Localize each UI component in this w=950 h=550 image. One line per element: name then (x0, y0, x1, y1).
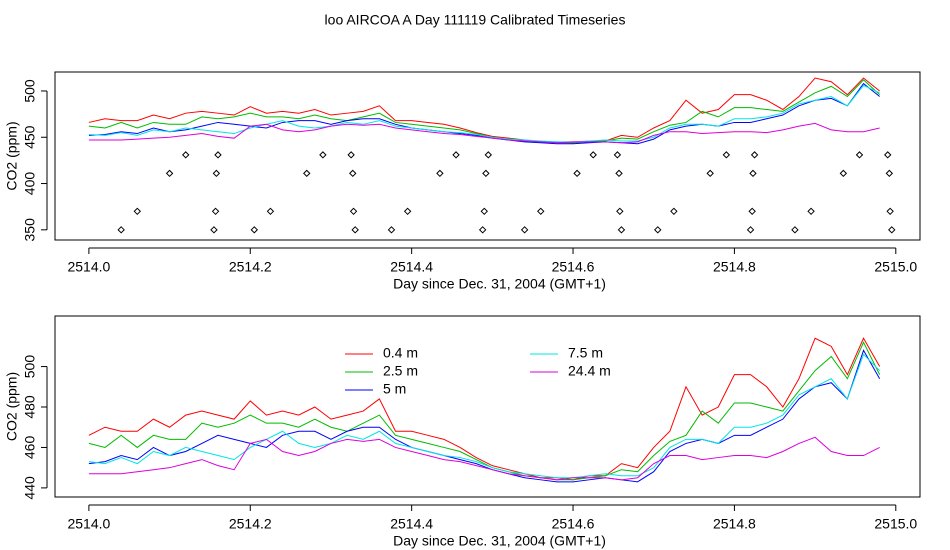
point-marker (884, 151, 892, 159)
point-marker (537, 207, 545, 216)
point-marker (654, 226, 662, 234)
x-tick-label: 2514.4 (390, 259, 433, 275)
x-tick-label: 2514.2 (229, 259, 272, 275)
point-marker (250, 226, 259, 234)
series-line (88, 337, 881, 481)
series-line (88, 349, 881, 483)
point-marker (616, 207, 624, 216)
point-marker (670, 207, 678, 216)
series-line (88, 436, 880, 481)
x-axis-label: Day since Dec. 31, 2004 (GMT+1) (393, 276, 606, 292)
point-marker (452, 151, 460, 159)
point-marker (212, 169, 221, 178)
point-marker (746, 226, 755, 234)
point-marker (351, 226, 359, 234)
point-marker (617, 226, 626, 234)
x-tick-label: 2514.2 (229, 516, 272, 532)
y-tick-label: 500 (22, 79, 38, 103)
point-marker (214, 151, 222, 159)
point-marker (888, 226, 896, 234)
x-tick-label: 2514.0 (67, 516, 110, 532)
y-tick-label: 500 (22, 355, 38, 379)
point-marker (839, 169, 848, 178)
point-marker (791, 226, 799, 234)
point-marker (885, 169, 894, 178)
point-marker (520, 226, 529, 234)
point-marker (750, 151, 759, 159)
x-tick-label: 2514.6 (552, 259, 595, 275)
legend-label: 0.4 m (383, 345, 418, 361)
point-marker (615, 169, 623, 178)
point-marker (613, 151, 622, 159)
point-marker (573, 169, 581, 178)
point-marker (589, 151, 597, 159)
x-tick-label: 2514.8 (713, 516, 756, 532)
x-tick-label: 2514.6 (552, 516, 595, 532)
point-marker (165, 169, 174, 178)
x-tick-label: 2514.4 (390, 516, 433, 532)
x-axis-label: Day since Dec. 31, 2004 (GMT+1) (393, 533, 606, 549)
point-marker (748, 207, 756, 216)
x-tick-label: 2514.0 (67, 259, 110, 275)
point-marker (722, 151, 731, 159)
legend-label: 24.4 m (568, 363, 611, 379)
point-marker (749, 169, 757, 178)
point-marker (347, 151, 355, 159)
point-marker (117, 226, 125, 234)
y-tick-label: 440 (22, 476, 38, 500)
point-marker (133, 207, 142, 216)
plot-box (54, 315, 921, 498)
series-line (88, 341, 881, 481)
point-marker (211, 207, 220, 216)
x-tick-label: 2514.8 (713, 259, 756, 275)
point-marker (480, 207, 488, 216)
legend-label: 2.5 m (383, 363, 418, 379)
point-marker (387, 226, 396, 234)
y-tick-label: 460 (22, 436, 38, 460)
series-line (88, 84, 880, 143)
x-tick-label: 2515.0 (874, 516, 917, 532)
chart-title: loo AIRCOA A Day 111119 Calibrated Times… (325, 12, 626, 28)
point-marker (210, 226, 218, 234)
y-tick-label: 350 (22, 218, 38, 242)
point-marker (349, 169, 357, 178)
plot-box (54, 71, 921, 241)
point-marker (403, 207, 412, 216)
series-line (88, 353, 881, 479)
y-tick-label: 400 (22, 172, 38, 196)
point-marker (266, 207, 275, 216)
point-marker (303, 169, 311, 178)
point-marker (182, 151, 190, 159)
point-marker (349, 207, 358, 216)
point-marker (855, 151, 864, 159)
point-marker (482, 169, 490, 178)
legend-label: 7.5 m (568, 345, 603, 361)
series-line (88, 122, 880, 144)
y-axis-label: CO2 (ppm) (4, 121, 20, 190)
y-tick-label: 480 (22, 395, 38, 419)
x-tick-label: 2515.0 (874, 259, 917, 275)
y-tick-label: 450 (22, 125, 38, 149)
series-line (88, 77, 880, 144)
legend-label: 5 m (383, 381, 406, 397)
point-marker (807, 207, 815, 216)
point-marker (319, 151, 327, 159)
point-marker (478, 226, 487, 234)
point-marker (706, 169, 714, 178)
point-marker (886, 207, 894, 216)
y-axis-label: CO2 (ppm) (4, 372, 20, 441)
point-marker (484, 151, 493, 159)
point-marker (436, 169, 444, 178)
